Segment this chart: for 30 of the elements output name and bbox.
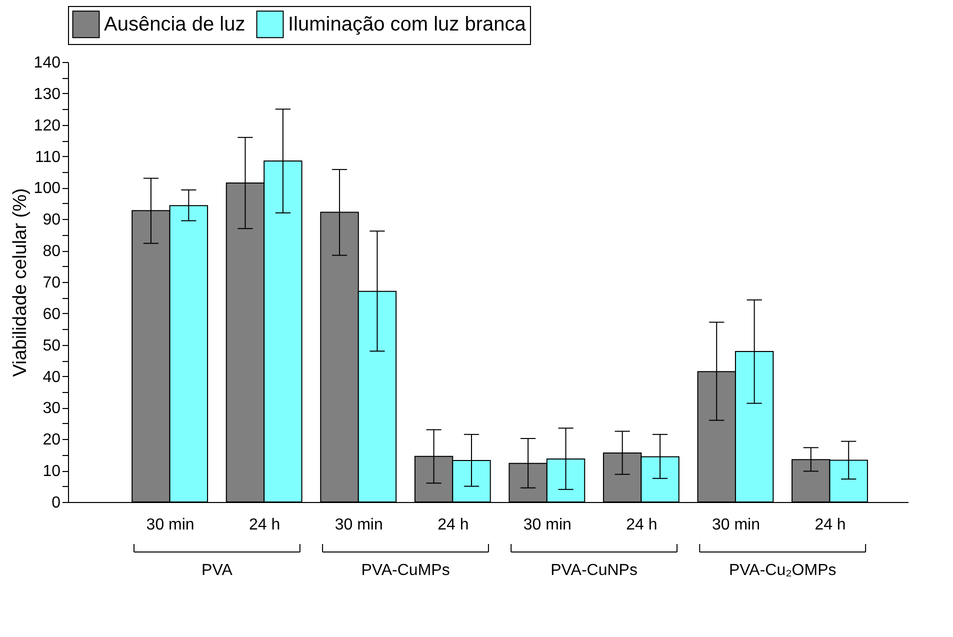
y-tick-label: 80 xyxy=(42,243,61,260)
x-tick-label: 30 min xyxy=(523,516,572,534)
x-tick-label: 30 min xyxy=(712,516,760,534)
y-axis-title: Viabilidade celular (%) xyxy=(10,188,31,377)
y-tick-label: 0 xyxy=(52,494,61,512)
x-tick-label: 24 h xyxy=(626,516,658,534)
y-tick-label: 130 xyxy=(34,86,61,103)
y-tick-label: 30 xyxy=(42,400,61,418)
y-tick-label: 20 xyxy=(42,432,61,449)
y-tick-label: 50 xyxy=(42,337,61,354)
y-tick-label: 70 xyxy=(42,274,61,292)
x-tick-label: 30 min xyxy=(334,516,383,534)
y-tick-label: 100 xyxy=(34,180,61,198)
y-tick-label: 90 xyxy=(42,212,61,229)
x-tick-label: 24 h xyxy=(249,516,280,534)
text: PVA-Cu₂OMPs xyxy=(728,562,836,579)
legend-label: Iluminação com luz branca xyxy=(288,13,527,36)
x-tick-label: 24 h xyxy=(814,516,846,534)
text: PVA-CuNPs xyxy=(550,562,638,579)
y-tick-label: 40 xyxy=(42,368,61,386)
y-tick-label: 140 xyxy=(34,54,61,72)
y-tick-label: 120 xyxy=(34,117,61,134)
text: PVA-CuMPs xyxy=(361,562,450,579)
x-tick-label: 24 h xyxy=(438,516,469,534)
y-tick-label: 60 xyxy=(42,306,61,323)
legend-label: Ausência de luz xyxy=(104,13,246,36)
y-tick-label: 10 xyxy=(42,463,61,480)
y-tick-label: 110 xyxy=(34,148,61,166)
text: PVA xyxy=(202,562,233,579)
x-tick-label: 30 min xyxy=(146,516,194,534)
